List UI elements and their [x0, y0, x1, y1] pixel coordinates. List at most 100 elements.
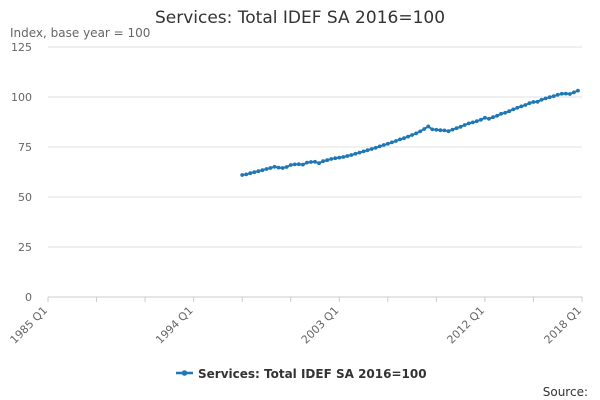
- data-point[interactable]: [426, 124, 431, 129]
- data-point[interactable]: [487, 116, 491, 121]
- data-point[interactable]: [272, 164, 277, 169]
- data-point[interactable]: [527, 101, 532, 106]
- data-point[interactable]: [454, 126, 459, 131]
- data-point[interactable]: [365, 148, 370, 153]
- data-point[interactable]: [406, 134, 410, 139]
- data-point[interactable]: [325, 158, 330, 163]
- x-tick-label: 2012 Q1: [444, 304, 487, 347]
- data-point[interactable]: [398, 137, 402, 142]
- data-point[interactable]: [313, 159, 317, 164]
- data-point[interactable]: [543, 96, 548, 101]
- legend-marker: [181, 370, 188, 376]
- data-point[interactable]: [349, 153, 354, 157]
- data-point[interactable]: [547, 95, 552, 100]
- axes: [47, 296, 583, 302]
- data-point[interactable]: [305, 160, 309, 165]
- data-point[interactable]: [296, 162, 301, 167]
- data-point[interactable]: [248, 171, 253, 176]
- y-axis-unit-label: Index, base year = 100: [10, 26, 150, 40]
- data-point[interactable]: [276, 165, 281, 170]
- data-point[interactable]: [478, 117, 483, 122]
- data-point[interactable]: [567, 92, 572, 96]
- data-point[interactable]: [535, 99, 540, 104]
- data-point[interactable]: [511, 107, 516, 112]
- data-point[interactable]: [503, 110, 508, 115]
- data-point[interactable]: [252, 170, 257, 175]
- data-point[interactable]: [333, 156, 338, 161]
- data-point[interactable]: [394, 139, 398, 143]
- data-point[interactable]: [309, 160, 313, 164]
- data-point[interactable]: [337, 155, 342, 160]
- data-point[interactable]: [434, 127, 439, 132]
- data-point[interactable]: [373, 145, 378, 150]
- data-point[interactable]: [491, 115, 495, 120]
- data-point[interactable]: [523, 103, 528, 107]
- y-tick-label: 50: [18, 191, 32, 204]
- gridlines: [48, 46, 582, 248]
- data-point[interactable]: [357, 150, 362, 155]
- data-point[interactable]: [317, 161, 321, 166]
- data-point[interactable]: [438, 128, 443, 133]
- data-point[interactable]: [531, 100, 536, 104]
- data-point[interactable]: [515, 105, 520, 110]
- data-point[interactable]: [576, 88, 580, 93]
- data-point[interactable]: [442, 128, 447, 133]
- data-point[interactable]: [402, 136, 406, 141]
- data-point[interactable]: [410, 133, 414, 137]
- data-point[interactable]: [361, 149, 366, 154]
- x-tick-label: 1994 Q1: [153, 304, 196, 347]
- x-tick-label: 2018 Q1: [542, 304, 585, 347]
- data-point[interactable]: [329, 157, 334, 161]
- data-point[interactable]: [507, 109, 512, 114]
- data-point[interactable]: [458, 124, 463, 129]
- data-point[interactable]: [572, 90, 576, 95]
- data-point[interactable]: [418, 129, 423, 134]
- data-point[interactable]: [288, 163, 293, 167]
- y-tick-label: 100: [11, 91, 32, 104]
- legend[interactable]: Services: Total IDEF SA 2016=100: [176, 367, 427, 381]
- data-point[interactable]: [563, 91, 568, 96]
- data-point[interactable]: [264, 167, 269, 171]
- data-point[interactable]: [559, 91, 564, 96]
- data-point[interactable]: [260, 168, 265, 173]
- series-layer: [240, 88, 580, 177]
- data-point[interactable]: [422, 127, 427, 131]
- data-point[interactable]: [483, 115, 487, 120]
- legend-label: Services: Total IDEF SA 2016=100: [198, 367, 427, 381]
- data-point[interactable]: [462, 123, 467, 127]
- data-point[interactable]: [499, 111, 503, 116]
- data-point[interactable]: [495, 113, 499, 118]
- data-point[interactable]: [381, 143, 386, 147]
- data-point[interactable]: [519, 104, 524, 109]
- data-point[interactable]: [268, 166, 273, 170]
- data-point[interactable]: [369, 147, 374, 151]
- data-point[interactable]: [300, 162, 305, 167]
- data-point[interactable]: [466, 121, 471, 126]
- data-point[interactable]: [345, 154, 350, 158]
- data-point[interactable]: [321, 159, 325, 164]
- data-point[interactable]: [385, 141, 390, 146]
- data-point[interactable]: [539, 97, 544, 102]
- data-point[interactable]: [284, 165, 289, 169]
- data-point[interactable]: [470, 120, 475, 125]
- data-point[interactable]: [430, 127, 435, 132]
- data-point[interactable]: [446, 129, 451, 134]
- source-label: Source:: [543, 385, 588, 399]
- data-point[interactable]: [555, 92, 560, 97]
- data-point[interactable]: [353, 151, 358, 156]
- data-point[interactable]: [414, 131, 419, 136]
- data-point[interactable]: [280, 166, 285, 170]
- data-point[interactable]: [240, 173, 245, 177]
- y-tick-label: 75: [18, 141, 32, 154]
- data-point[interactable]: [256, 169, 261, 174]
- data-point[interactable]: [377, 144, 382, 149]
- data-point[interactable]: [551, 94, 556, 99]
- data-point[interactable]: [292, 162, 297, 167]
- tick-labels: 0 25 50 75 100 125 1985 Q1 1994 Q1 2003 Q1 2012 Q…: [8, 41, 585, 346]
- data-point[interactable]: [450, 127, 455, 132]
- data-point[interactable]: [244, 172, 249, 177]
- data-point[interactable]: [341, 155, 346, 159]
- data-point[interactable]: [389, 140, 394, 145]
- data-point[interactable]: [474, 119, 479, 124]
